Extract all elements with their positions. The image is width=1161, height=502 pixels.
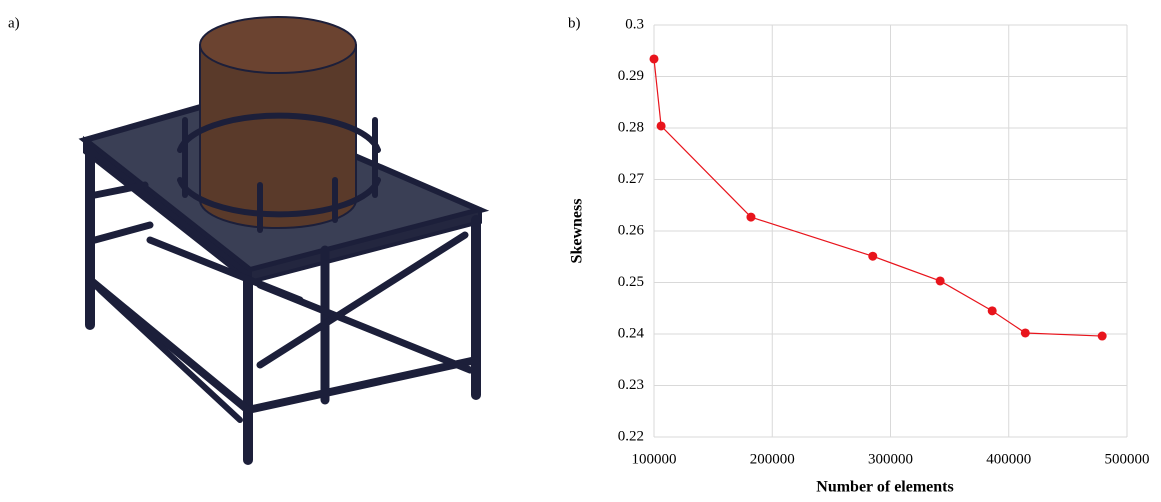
x-tick-label: 300000 <box>868 451 913 467</box>
x-tick-label: 400000 <box>986 451 1031 467</box>
data-point <box>746 213 755 222</box>
data-point <box>650 54 659 63</box>
data-point <box>657 121 666 130</box>
mesh-illustration <box>85 17 480 460</box>
y-tick-label: 0.29 <box>618 68 644 84</box>
panel-label: b) <box>568 15 581 31</box>
data-point <box>988 306 997 315</box>
y-tick-label: 0.3 <box>625 16 644 32</box>
data-point <box>868 252 877 261</box>
y-tick-label: 0.22 <box>618 428 644 444</box>
x-axis-title: Number of elements <box>816 479 953 496</box>
panel-label: a) <box>8 15 20 31</box>
data-line <box>654 59 1102 336</box>
x-tick-label: 200000 <box>750 451 795 467</box>
figure: a) b) Number of elements Skewness 0.22 0.… <box>0 0 1161 497</box>
data-point <box>1021 328 1030 337</box>
data-point <box>936 276 945 285</box>
y-tick-label: 0.23 <box>618 377 644 393</box>
y-tick-label: 0.26 <box>618 222 645 238</box>
x-tick-label: 500000 <box>1105 451 1150 467</box>
y-axis-title: Skewness <box>569 199 586 264</box>
data-point <box>1098 332 1107 341</box>
y-tick-label: 0.24 <box>618 325 645 341</box>
y-tick-label: 0.25 <box>618 274 644 290</box>
y-tick-label: 0.28 <box>618 119 644 135</box>
y-tick-label: 0.27 <box>618 171 645 187</box>
x-tick-label: 100000 <box>632 451 677 467</box>
